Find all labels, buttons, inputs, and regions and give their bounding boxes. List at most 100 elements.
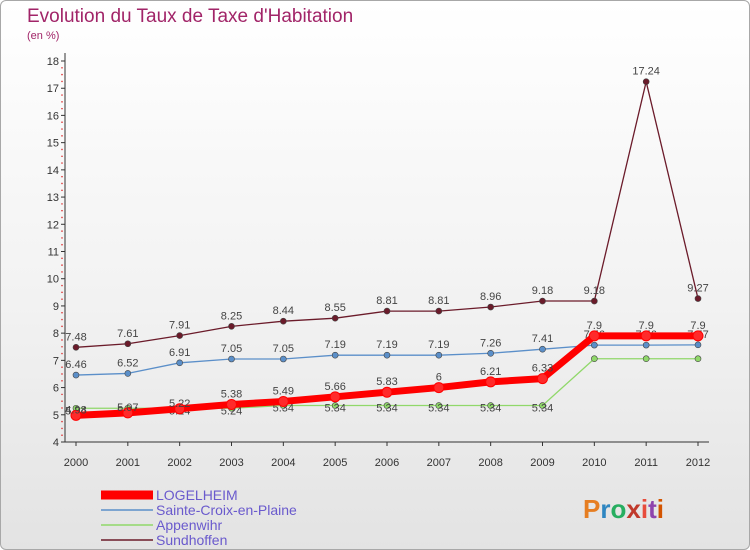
data-label: 7.19	[376, 339, 397, 351]
data-point	[642, 341, 650, 349]
y-minor-dot	[61, 216, 63, 219]
data-point	[487, 303, 494, 311]
data-label: 9.27	[687, 283, 708, 295]
logo-letter: t	[648, 494, 657, 524]
data-label: 7.91	[169, 320, 190, 332]
y-minor-dot	[61, 400, 63, 402]
data-label: 5.34	[532, 403, 553, 415]
data-point	[694, 295, 702, 302]
y-minor-dot	[61, 189, 63, 192]
data-point	[694, 341, 702, 349]
y-minor-dot	[61, 155, 63, 158]
data-point	[124, 370, 132, 377]
y-minor-dot	[61, 318, 63, 321]
logo-letter: i	[657, 494, 664, 524]
data-point	[383, 351, 391, 359]
y-tick-label: 7	[53, 355, 59, 367]
x-tick-label: 2005	[323, 457, 347, 469]
y-minor-dot	[61, 271, 63, 273]
data-point	[70, 409, 82, 421]
y-tick-label: 18	[47, 56, 59, 68]
data-label: 6.91	[169, 347, 190, 359]
data-point	[174, 403, 186, 415]
data-label: 7.05	[273, 343, 294, 355]
data-label: 7.19	[428, 339, 449, 351]
data-label: 8.55	[324, 302, 345, 314]
data-point	[539, 345, 546, 353]
y-minor-dot	[61, 230, 63, 232]
y-tick-label: 14	[47, 165, 59, 177]
data-label: 9.18	[532, 285, 553, 297]
x-tick-label: 2009	[530, 457, 554, 469]
y-tick-label: 6	[53, 383, 59, 395]
data-label: 5.66	[324, 381, 345, 393]
data-label: 7.41	[532, 333, 553, 345]
y-minor-dot	[61, 366, 63, 368]
data-point	[640, 330, 652, 342]
data-label: 8.96	[480, 291, 501, 303]
y-minor-dot	[61, 203, 63, 205]
y-tick-label: 9	[53, 301, 59, 313]
data-point	[122, 407, 134, 419]
data-point	[487, 402, 494, 409]
x-tick-label: 2011	[634, 457, 658, 469]
data-label: 8.81	[428, 295, 449, 307]
y-tick-label: 10	[47, 274, 59, 286]
data-label: 6.52	[117, 357, 138, 369]
y-minor-dot	[61, 298, 63, 300]
y-minor-dot	[61, 128, 63, 130]
data-point	[694, 355, 702, 363]
x-tick-label: 2008	[478, 457, 502, 469]
y-minor-dot	[61, 101, 63, 103]
y-minor-dot	[61, 182, 63, 185]
logo-letter: x	[626, 494, 641, 524]
y-tick-label: 17	[47, 83, 59, 95]
data-label: 7.48	[65, 331, 86, 343]
data-point	[381, 386, 393, 398]
data-point	[277, 395, 289, 407]
x-tick-label: 2006	[375, 457, 399, 469]
logo-letter: o	[610, 494, 626, 524]
data-label: 9.18	[584, 285, 605, 297]
data-label: 5.07	[117, 402, 138, 414]
data-label: 8.44	[273, 305, 294, 317]
data-point	[487, 349, 494, 357]
data-point	[226, 398, 237, 410]
y-minor-dot	[61, 67, 63, 69]
y-minor-dot	[61, 237, 63, 239]
y-minor-dot	[61, 420, 63, 423]
data-label: 7.05	[221, 343, 242, 355]
data-point	[591, 355, 598, 363]
y-tick-label: 5	[53, 410, 59, 422]
data-label: 17.24	[632, 66, 660, 78]
data-point	[591, 297, 598, 305]
y-minor-dot	[61, 135, 63, 137]
data-point	[176, 332, 183, 339]
y-minor-dot	[61, 80, 63, 83]
data-label: 8.25	[221, 310, 242, 322]
data-label: 8.81	[376, 295, 397, 307]
y-tick-label: 11	[48, 247, 59, 259]
data-label: 5.34	[324, 403, 345, 415]
y-minor-dot	[61, 209, 63, 212]
y-minor-dot	[61, 94, 63, 96]
data-label: 5.34	[428, 403, 449, 415]
y-minor-dot	[61, 148, 63, 151]
y-minor-dot	[61, 284, 63, 287]
data-point	[176, 359, 183, 367]
data-label: 7.9	[690, 320, 705, 332]
data-point	[383, 307, 391, 315]
data-point	[228, 323, 235, 330]
data-label: 6.21	[480, 366, 501, 378]
data-point	[539, 297, 546, 305]
x-tick-label: 2003	[219, 457, 243, 469]
y-minor-dot	[61, 434, 63, 436]
data-point	[539, 402, 546, 409]
data-label: 7.19	[324, 339, 345, 351]
legend-label: Appenwihr	[156, 517, 222, 533]
data-label: 7.9	[639, 320, 654, 332]
chart-title: Evolution du Taux de Taxe d'Habitation	[27, 6, 354, 27]
data-point	[591, 341, 598, 349]
